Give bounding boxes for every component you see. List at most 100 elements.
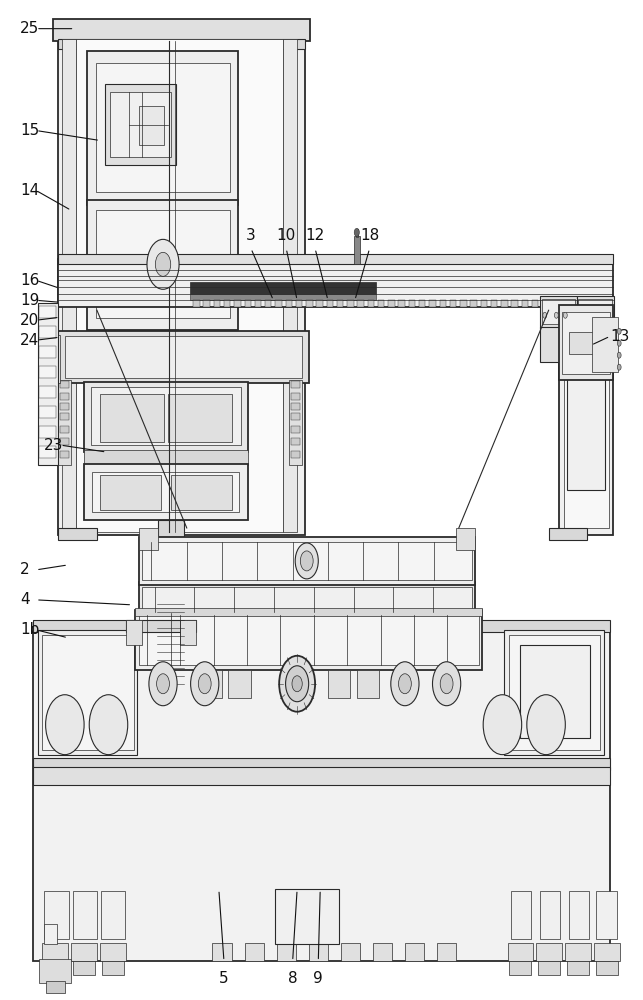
Bar xyxy=(234,300,240,307)
Bar xyxy=(59,31,305,535)
Bar xyxy=(457,528,475,550)
Circle shape xyxy=(617,328,621,334)
Bar xyxy=(450,300,457,307)
Bar xyxy=(91,387,241,445)
Bar xyxy=(563,300,569,307)
Bar xyxy=(60,426,69,433)
Bar xyxy=(142,542,472,580)
Circle shape xyxy=(300,551,313,571)
Bar xyxy=(440,300,446,307)
Bar xyxy=(291,393,300,400)
Bar xyxy=(291,381,300,388)
Bar xyxy=(296,300,302,307)
Bar xyxy=(373,943,392,961)
Circle shape xyxy=(527,695,565,755)
Bar xyxy=(87,200,238,330)
Bar xyxy=(341,943,360,961)
Bar xyxy=(559,305,613,380)
Bar xyxy=(577,327,614,362)
Bar xyxy=(60,413,69,420)
Bar xyxy=(212,943,231,961)
Bar xyxy=(139,582,475,617)
Text: 4: 4 xyxy=(20,592,30,607)
Bar xyxy=(405,943,424,961)
Bar xyxy=(136,610,482,670)
Bar xyxy=(38,303,59,465)
Bar xyxy=(291,403,300,410)
Bar xyxy=(244,943,264,961)
Circle shape xyxy=(440,674,453,694)
Bar xyxy=(309,943,328,961)
Bar xyxy=(42,943,68,961)
Bar xyxy=(337,300,343,307)
Bar xyxy=(84,450,248,465)
Bar xyxy=(504,630,604,755)
Bar xyxy=(60,438,69,445)
Bar xyxy=(59,331,309,383)
Bar xyxy=(158,630,184,636)
Bar xyxy=(84,382,248,452)
Bar xyxy=(100,943,126,961)
Bar xyxy=(33,758,610,770)
Bar xyxy=(39,426,56,438)
Bar xyxy=(158,678,184,684)
Bar xyxy=(291,426,300,433)
Text: 20: 20 xyxy=(20,313,39,328)
Bar xyxy=(105,84,176,165)
Bar xyxy=(567,961,589,975)
Bar xyxy=(358,300,364,307)
Bar xyxy=(168,394,231,442)
Text: 2: 2 xyxy=(20,562,30,577)
Bar xyxy=(60,381,69,388)
Bar xyxy=(160,566,181,582)
Bar xyxy=(536,943,562,961)
Bar xyxy=(50,342,58,348)
Bar xyxy=(60,403,69,410)
Bar xyxy=(328,670,350,698)
Bar xyxy=(158,598,184,604)
Bar xyxy=(100,394,165,442)
Bar xyxy=(539,327,577,362)
Bar xyxy=(126,620,196,632)
Bar xyxy=(559,300,613,535)
Bar xyxy=(491,300,497,307)
Bar xyxy=(501,300,507,307)
Bar xyxy=(50,352,58,358)
Bar xyxy=(59,259,613,307)
Circle shape xyxy=(285,666,309,702)
Bar xyxy=(244,300,251,307)
Bar xyxy=(378,300,385,307)
Bar xyxy=(76,39,283,532)
Bar xyxy=(158,606,184,612)
Bar xyxy=(59,380,71,465)
Bar xyxy=(38,630,138,755)
Bar xyxy=(276,943,296,961)
Bar xyxy=(562,312,610,374)
Bar xyxy=(437,943,457,961)
Bar xyxy=(60,393,69,400)
Bar xyxy=(347,300,354,307)
Bar xyxy=(158,614,184,620)
Text: 23: 23 xyxy=(44,438,64,453)
Bar xyxy=(39,326,56,338)
Bar xyxy=(596,891,617,939)
Bar xyxy=(139,615,478,665)
Bar xyxy=(539,296,577,328)
Bar xyxy=(139,528,158,550)
Bar xyxy=(156,547,185,565)
Circle shape xyxy=(190,662,219,706)
Bar xyxy=(564,308,609,528)
Bar xyxy=(193,300,199,307)
Text: 12: 12 xyxy=(305,228,325,243)
Bar xyxy=(285,300,292,307)
Bar xyxy=(73,891,97,939)
Text: 3: 3 xyxy=(246,228,256,243)
Bar xyxy=(158,622,184,628)
Circle shape xyxy=(554,312,558,318)
Bar xyxy=(71,943,97,961)
Bar xyxy=(568,332,604,354)
Bar xyxy=(60,451,69,458)
Bar xyxy=(100,475,161,510)
Bar xyxy=(583,300,590,307)
Text: 18: 18 xyxy=(360,228,379,243)
